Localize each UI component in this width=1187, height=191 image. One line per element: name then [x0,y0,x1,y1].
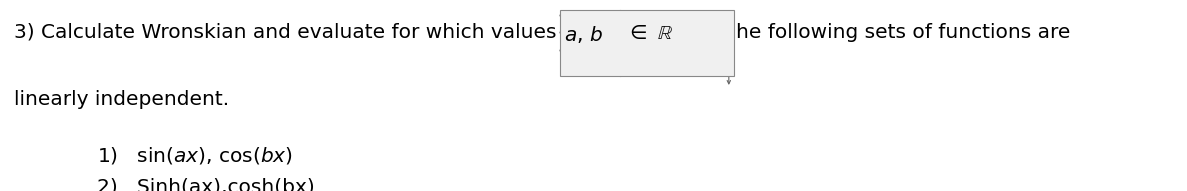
Text: 1)   $\sin(ax)$, $\cos(bx)$: 1) $\sin(ax)$, $\cos(bx)$ [97,145,293,166]
Text: 3) Calculate Wronskian and evaluate for which values: 3) Calculate Wronskian and evaluate for … [14,23,563,42]
Text: 2)   Sinh(ax),cosh(bx): 2) Sinh(ax),cosh(bx) [97,178,315,191]
Text: $a,\, b$: $a,\, b$ [565,24,604,45]
Text: $\in\ \mathbb{R}$: $\in\ \mathbb{R}$ [626,24,673,43]
Text: he following sets of functions are: he following sets of functions are [736,23,1071,42]
Text: linearly independent.: linearly independent. [14,90,229,109]
